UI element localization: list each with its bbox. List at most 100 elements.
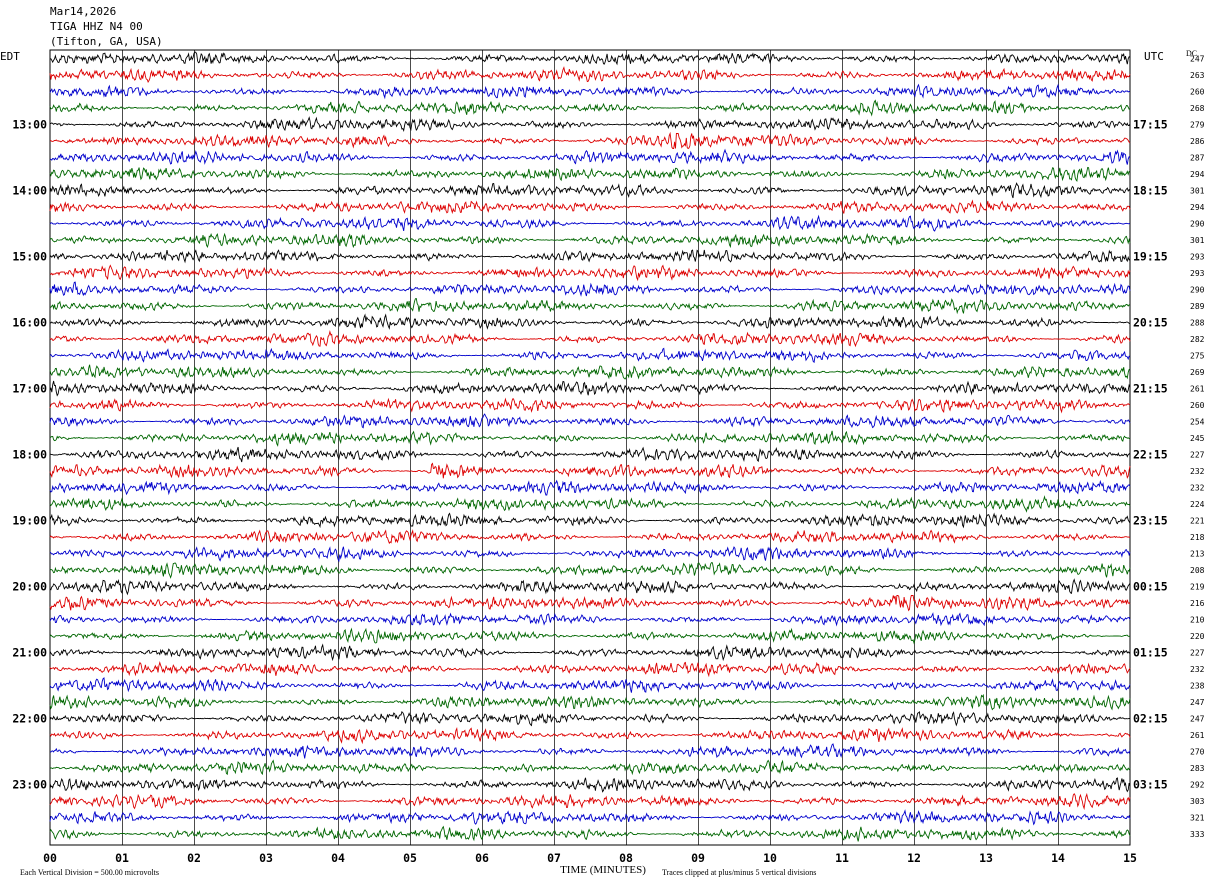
utc-hour-labels: 17:15 18:15 19:15 20:15 21:15 22:15 23:15 00:15… [1133, 118, 1168, 792]
dc-offset-value: 219 [1190, 583, 1205, 592]
seismic-trace [49, 116, 1131, 132]
seismic-trace [49, 51, 1131, 66]
utc-hour-label: 00:15 [1133, 580, 1168, 594]
dc-offset-value: 263 [1190, 71, 1205, 80]
dc-offset-value: 303 [1190, 797, 1205, 806]
x-tick-label: 04 [331, 851, 345, 865]
x-tick-label: 14 [1051, 851, 1065, 865]
local-hour-label: 17:00 [12, 382, 47, 396]
scale-note: Each Vertical Division = 500.00 microvol… [20, 868, 159, 877]
x-tick-label: 13 [979, 851, 993, 865]
seismic-trace [49, 329, 1131, 348]
x-axis-title: TIME (MINUTES) [560, 864, 646, 876]
local-hour-labels: 13:00 14:00 15:00 16:00 17:00 18:00 19:00 20:00… [12, 118, 47, 792]
utc-hour-label: 22:15 [1133, 448, 1168, 462]
minute-grid [49, 49, 1131, 846]
dc-offset-value: 260 [1190, 88, 1205, 97]
seismic-trace [49, 627, 1131, 645]
dc-offset-value: 321 [1190, 814, 1205, 823]
local-hour-label: 14:00 [12, 184, 47, 198]
dc-offset-value: 290 [1190, 220, 1205, 229]
dc-offset-value: 288 [1190, 319, 1205, 328]
dc-offset-value: 232 [1190, 484, 1205, 493]
local-hour-label: 18:00 [12, 448, 47, 462]
x-axis-tick-labels: 00 01 02 03 04 05 06 07 08 09 10 11 12 13 14 15 [43, 851, 1137, 865]
x-tick-label: 08 [619, 851, 633, 865]
utc-hour-label: 21:15 [1133, 382, 1168, 396]
dc-offset-value: 260 [1190, 401, 1205, 410]
seismic-trace [49, 214, 1131, 232]
utc-hour-label: 17:15 [1133, 118, 1168, 132]
utc-timezone-label: UTC [1144, 50, 1164, 63]
dc-offset-value: 268 [1190, 104, 1205, 113]
utc-hour-label: 18:15 [1133, 184, 1168, 198]
dc-offset-value: 247 [1190, 715, 1205, 724]
dc-offset-value: 227 [1190, 451, 1205, 460]
x-tick-label: 07 [547, 851, 561, 865]
local-hour-label: 23:00 [12, 778, 47, 792]
seismic-trace [49, 693, 1131, 711]
x-tick-label: 03 [259, 851, 273, 865]
seismic-trace [49, 677, 1131, 693]
x-tick-label: 06 [475, 851, 489, 865]
seismic-trace [49, 446, 1131, 463]
seismic-trace [49, 562, 1131, 579]
local-hour-label: 21:00 [12, 646, 47, 660]
seismic-trace [49, 462, 1131, 479]
dc-offset-value: 283 [1190, 764, 1205, 773]
seismic-trace [49, 148, 1131, 165]
seismic-trace [49, 83, 1131, 100]
local-hour-label: 19:00 [12, 514, 47, 528]
dc-offset-value: 290 [1190, 286, 1205, 295]
dc-offset-value: 275 [1190, 352, 1205, 361]
dc-offset-value: 294 [1190, 203, 1205, 212]
utc-hour-label: 20:15 [1133, 316, 1168, 330]
seismic-trace [49, 413, 1131, 429]
seismic-trace [49, 99, 1131, 117]
dc-offset-value: 292 [1190, 781, 1205, 790]
dc-offset-value: 210 [1190, 616, 1205, 625]
dc-offset-value: 293 [1190, 253, 1205, 262]
seismic-trace [49, 612, 1131, 627]
dc-offset-value: 261 [1190, 385, 1205, 394]
seismic-trace [49, 199, 1131, 215]
seismic-trace [49, 397, 1131, 414]
location-label: (Tifton, GA, USA) [50, 35, 163, 48]
seismic-trace [49, 281, 1131, 297]
dc-offset-value: 287 [1190, 154, 1205, 163]
dc-offset-value: 293 [1190, 269, 1205, 278]
seismic-trace [49, 578, 1131, 596]
dc-offset-value: 208 [1190, 566, 1205, 575]
station-label: TIGA HHZ N4 00 [50, 20, 143, 33]
local-hour-label: 16:00 [12, 316, 47, 330]
seismic-trace [49, 232, 1131, 249]
x-tick-label: 15 [1123, 851, 1137, 865]
dc-offset-value: 270 [1190, 748, 1205, 757]
date-label: Mar14,2026 [50, 5, 116, 18]
seismic-trace [49, 792, 1131, 811]
seismic-trace [49, 430, 1131, 447]
seismic-trace [49, 249, 1131, 264]
seismic-trace [49, 825, 1131, 842]
seismic-trace [49, 313, 1131, 330]
seismic-trace [49, 710, 1131, 727]
seismic-trace [49, 495, 1131, 513]
seismic-trace [49, 726, 1131, 745]
dc-offset-value: 254 [1190, 418, 1205, 427]
dc-offset-value: 213 [1190, 550, 1205, 559]
local-hour-label: 22:00 [12, 712, 47, 726]
x-tick-label: 11 [835, 851, 849, 865]
dc-offset-value: 232 [1190, 467, 1205, 476]
x-tick-label: 02 [187, 851, 201, 865]
seismic-trace [49, 347, 1131, 364]
seismic-trace [49, 380, 1131, 397]
dc-offset-value: 238 [1190, 682, 1205, 691]
seismic-trace [49, 66, 1131, 84]
dc-offset-value: 247 [1190, 698, 1205, 707]
plot-frame [49, 49, 1131, 846]
dc-offset-value: 286 [1190, 137, 1205, 146]
dc-offset-value: 224 [1190, 500, 1205, 509]
seismic-trace [49, 743, 1131, 759]
